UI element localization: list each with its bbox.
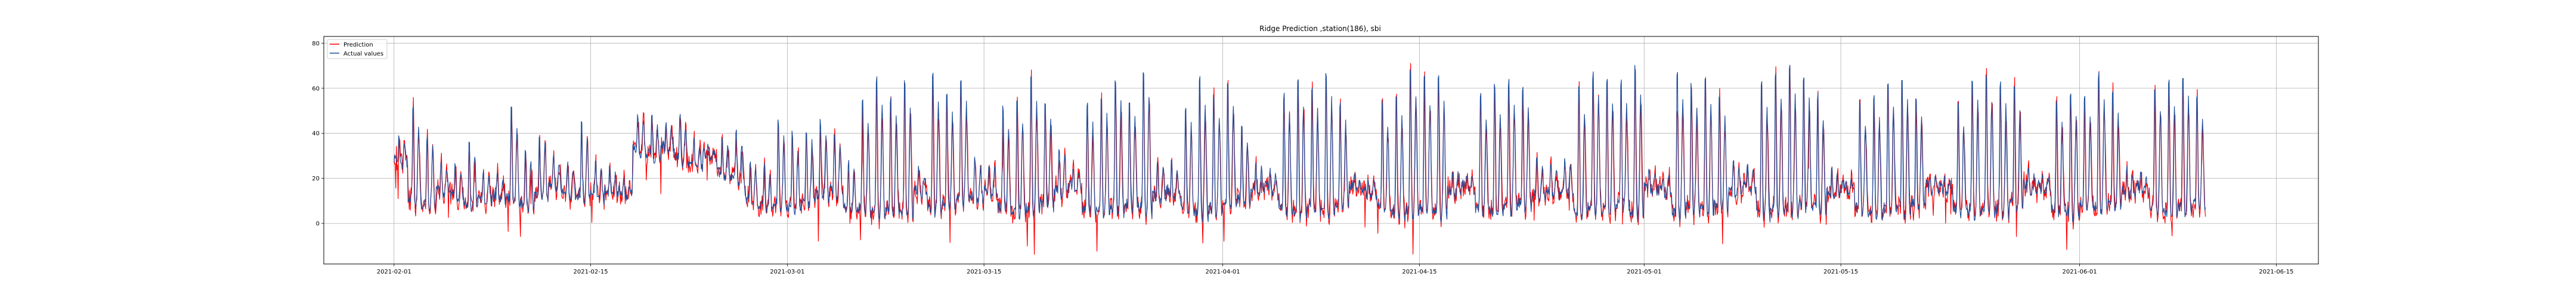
x-tick-label: 2021-02-15 [574,269,608,275]
x-tick-label: 2021-05-15 [1823,269,1858,275]
y-tick-label: 0 [316,221,320,228]
chart-title: Ridge Prediction ,station(186), sbi [1259,24,1381,33]
x-tick-label: 2021-04-15 [1402,269,1436,275]
y-tick-label: 80 [312,41,320,47]
x-tick-label: 2021-03-15 [967,269,1001,275]
y-tick-label: 20 [312,176,320,182]
y-tick-label: 60 [312,85,320,92]
x-tick-label: 2021-06-15 [2259,269,2293,275]
x-tick-label: 2021-02-01 [377,269,411,275]
legend-label-prediction: Prediction [343,42,373,48]
y-tick-label: 40 [312,131,320,137]
x-tick-label: 2021-03-01 [770,269,804,275]
x-tick-label: 2021-05-01 [1627,269,1661,275]
legend: Prediction Actual values [327,39,387,59]
legend-label-actual-values: Actual values [343,51,383,57]
x-tick-label: 2021-04-01 [1206,269,1240,275]
x-tick-label: 2021-06-01 [2062,269,2097,275]
